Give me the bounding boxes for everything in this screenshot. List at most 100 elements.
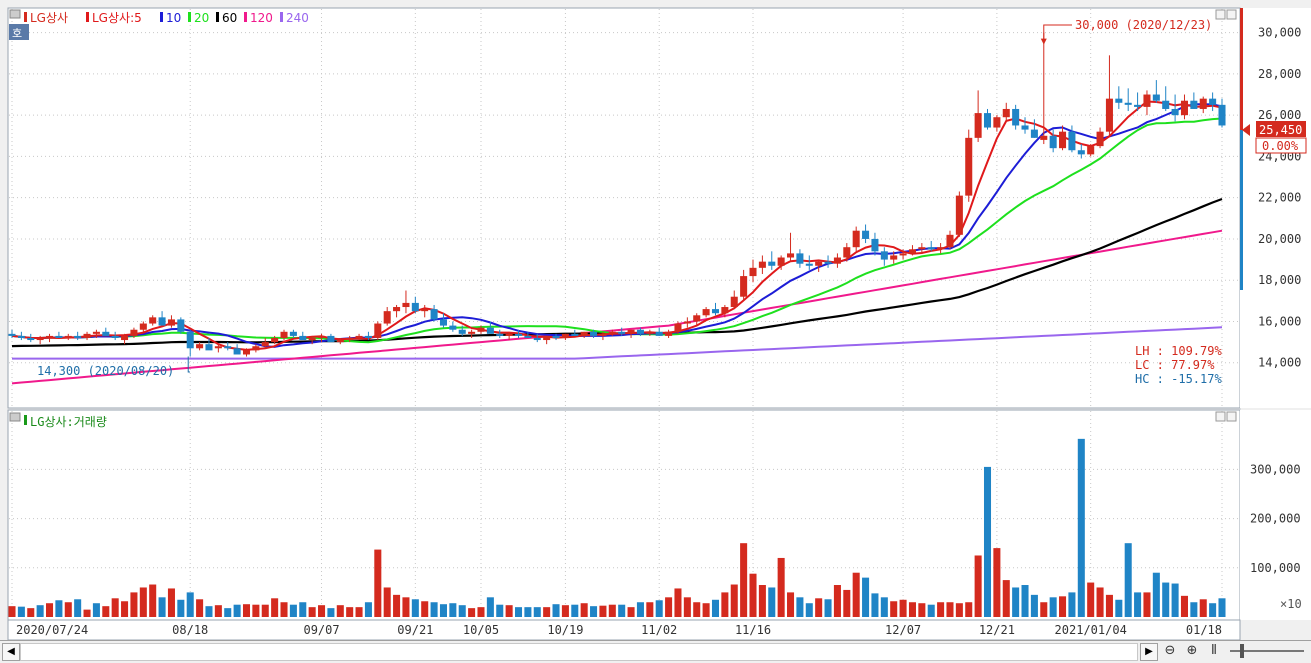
candle-body xyxy=(327,335,335,343)
volume-bar xyxy=(308,607,316,617)
volume-bar xyxy=(486,597,494,617)
candle-body xyxy=(543,335,551,341)
quote-badge[interactable] xyxy=(9,24,29,40)
price-legend: LG상사 LG상사:5 10 20 60 120 240 xyxy=(9,9,309,25)
volume-bar xyxy=(214,605,222,617)
candle-body xyxy=(514,333,523,336)
volume-bar xyxy=(815,598,823,617)
volume-bar xyxy=(1059,596,1067,617)
candle-body xyxy=(899,253,907,256)
candle-body xyxy=(233,348,241,355)
candle-body xyxy=(646,331,654,334)
volume-bar xyxy=(543,607,551,617)
volume-bar xyxy=(318,605,326,617)
candle-body xyxy=(636,329,644,334)
candle-body xyxy=(608,331,616,334)
quote-badge-label: 호 xyxy=(12,27,22,40)
volume-bar xyxy=(749,573,757,617)
volume-bar xyxy=(890,601,898,617)
volume-panel-maximize-icon[interactable] xyxy=(1215,411,1226,422)
legend-marker-ma10 xyxy=(160,12,163,22)
price-panel-maximize-icon[interactable] xyxy=(1215,9,1226,20)
volume-panel[interactable] xyxy=(7,409,1241,621)
candle-body xyxy=(711,309,720,314)
candle-body xyxy=(402,302,410,308)
volume-bar xyxy=(439,604,447,617)
scroll-left-button[interactable]: ◀ xyxy=(2,643,20,661)
current-price-pointer-icon xyxy=(1242,124,1250,136)
moving-average-lines xyxy=(11,100,1223,385)
candlesticks xyxy=(8,32,1226,357)
bar-count-icon[interactable]: ⫴ xyxy=(1211,643,1217,658)
volume-bar xyxy=(843,589,851,617)
price-tick-label: 16,000 xyxy=(1258,314,1301,328)
legend-marker-ma60 xyxy=(216,12,219,22)
chart-svg[interactable]: 30,00028,00026,00024,00022,00020,00018,0… xyxy=(0,0,1311,641)
zoom-out-icon[interactable]: ⊖ xyxy=(1164,643,1176,658)
volume-bar xyxy=(289,604,297,617)
volume-bar xyxy=(411,599,419,617)
volume-bar xyxy=(993,548,1001,617)
stat-hc: HC : -15.17% xyxy=(1135,372,1222,386)
candle-body xyxy=(280,331,288,338)
candle-body xyxy=(1087,146,1095,155)
candle-body xyxy=(224,346,232,349)
volume-bar xyxy=(618,604,626,617)
volume-panel-close-icon[interactable] xyxy=(1226,411,1237,422)
candle-body xyxy=(336,340,344,343)
candle-body xyxy=(458,329,466,334)
candle-body xyxy=(843,247,851,258)
candle-body xyxy=(449,325,457,330)
volume-bar xyxy=(1190,602,1198,617)
volume-bar xyxy=(1180,595,1188,617)
candle-body xyxy=(1077,150,1085,155)
high-annotation: 30,000 (2020/12/23) xyxy=(1075,18,1212,32)
current-price-box xyxy=(1256,121,1306,137)
candle-body xyxy=(111,335,119,338)
candle-body xyxy=(308,337,316,341)
candle-body xyxy=(289,331,297,336)
legend-marker-ma120 xyxy=(244,12,247,22)
volume-bar xyxy=(261,604,269,617)
horizontal-scrollbar[interactable]: ◀ ▶ ⊖ ⊕ ⫴ xyxy=(0,640,1311,663)
volume-bar xyxy=(46,603,54,617)
scroll-track[interactable] xyxy=(20,643,1138,661)
candle-body xyxy=(252,346,260,351)
legend-marker-stock xyxy=(24,12,27,22)
price-panel-close-icon[interactable] xyxy=(1226,9,1237,20)
candle-body xyxy=(121,335,129,341)
ma120-line xyxy=(11,229,1223,385)
volume-bar xyxy=(1087,582,1095,617)
volume-bar xyxy=(1171,583,1179,617)
candle-body xyxy=(393,307,401,312)
volume-bar xyxy=(1115,599,1123,617)
legend-ma10-label: 10 xyxy=(166,11,181,25)
high-pointer-arrow-icon xyxy=(1040,38,1047,45)
volume-bar xyxy=(655,600,663,617)
volume-bar xyxy=(580,603,588,617)
grid-lines xyxy=(9,9,1239,619)
candle-body xyxy=(590,331,598,336)
price-tick-label: 28,000 xyxy=(1258,67,1301,81)
volume-bar xyxy=(1049,597,1057,617)
candle-body xyxy=(64,335,72,338)
scroll-right-button[interactable]: ▶ xyxy=(1140,643,1158,661)
zoom-slider[interactable] xyxy=(1230,650,1304,652)
candle-body xyxy=(374,323,382,338)
ma5-line xyxy=(11,100,1223,351)
candle-body xyxy=(505,333,513,336)
zoom-in-icon[interactable]: ⊕ xyxy=(1186,643,1198,658)
candle-body xyxy=(983,113,992,128)
candle-body xyxy=(1096,131,1104,147)
low-pointer-line xyxy=(187,356,190,373)
candle-body xyxy=(965,137,973,196)
volume-bar xyxy=(1021,585,1029,617)
candle-body xyxy=(937,247,945,250)
volume-bar xyxy=(468,608,476,617)
volume-bar xyxy=(496,604,504,617)
zoom-slider-handle[interactable] xyxy=(1240,644,1244,658)
volume-bar xyxy=(383,587,391,617)
volume-bar xyxy=(524,607,532,617)
candle-body xyxy=(439,319,447,326)
